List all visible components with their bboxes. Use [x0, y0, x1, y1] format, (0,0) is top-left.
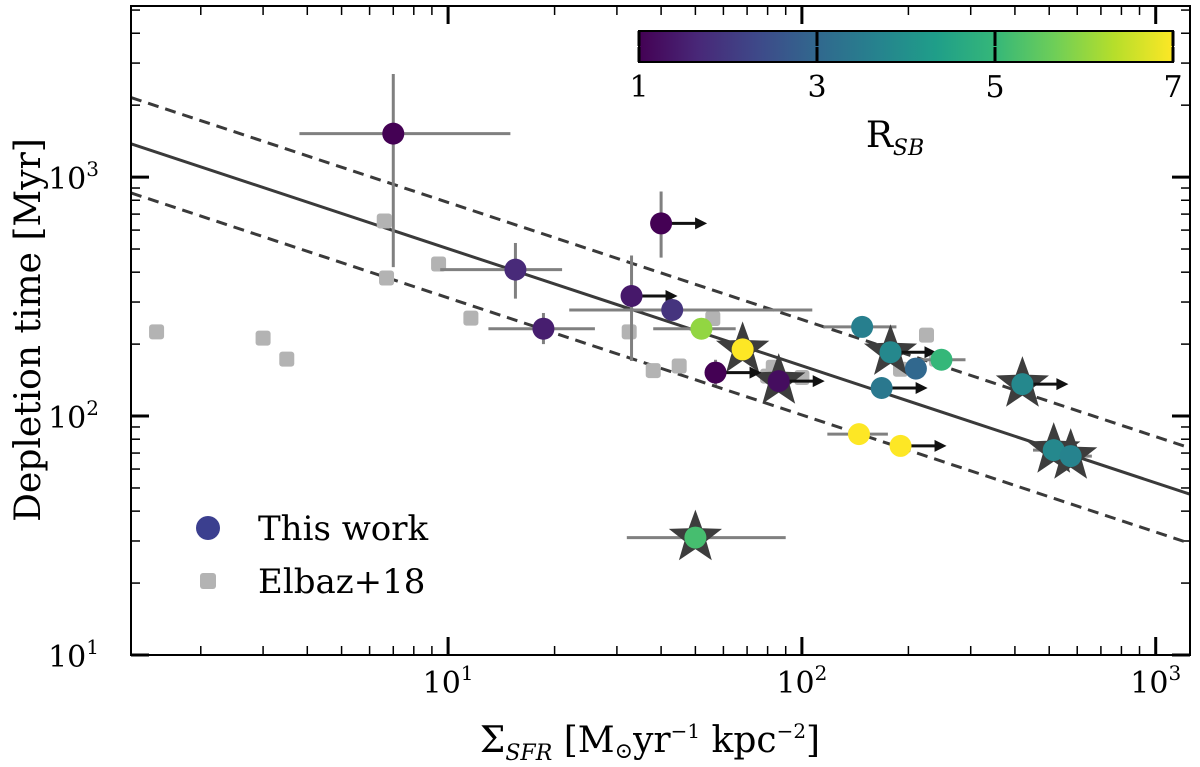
data-point — [1042, 439, 1065, 462]
legend: This work Elbaz+18 — [196, 509, 429, 602]
x-tick-base: 10 — [1130, 666, 1168, 701]
y-tick-label: 101 — [48, 635, 99, 675]
data-point — [690, 317, 713, 340]
colorbar-tick-label: 7 — [1163, 70, 1182, 105]
y-tick-base: 10 — [48, 401, 86, 436]
data-point — [904, 357, 927, 380]
limit-arrow-head — [1056, 378, 1069, 391]
elbaz-point — [379, 270, 395, 286]
fit-line — [131, 142, 1190, 496]
x-tick-base: 10 — [776, 666, 814, 701]
x-tick-label: 102 — [776, 661, 827, 701]
x-axis-ticks: 101 102 103 — [200, 6, 1181, 701]
x-axis-label: ΣSFR [M⊙yr−1 kpc−2] — [480, 719, 820, 766]
y-tick-label: 102 — [48, 396, 99, 436]
limit-arrow-head — [934, 439, 947, 452]
data-point — [532, 317, 555, 340]
data-point — [650, 212, 673, 235]
legend-label-elbaz: Elbaz+18 — [258, 562, 425, 602]
colorbar-tick-label: 1 — [629, 70, 648, 105]
data-point — [870, 377, 893, 400]
colorbar-tick-label: 3 — [807, 70, 826, 105]
y-tick-exp: 1 — [86, 635, 99, 659]
data-point — [767, 370, 790, 393]
legend-marker-this-work — [196, 516, 220, 540]
fit-band-upper — [131, 96, 1190, 450]
elbaz-point — [255, 330, 271, 346]
data-point — [684, 526, 707, 549]
fit-band-lower — [131, 191, 1190, 545]
elbaz-point — [671, 358, 687, 374]
x-tick-exp: 3 — [1168, 661, 1181, 685]
colorbar-tick-label: 5 — [985, 70, 1004, 105]
x-tick-exp: 2 — [815, 661, 828, 685]
x-tick-label: 103 — [1130, 661, 1181, 701]
limit-arrow-head — [749, 366, 762, 379]
this-work-points — [382, 122, 1082, 549]
elbaz-point — [431, 256, 447, 272]
elbaz-point — [645, 363, 661, 379]
data-point — [504, 258, 527, 281]
data-point — [879, 341, 902, 364]
elbaz-point — [376, 213, 392, 229]
colorbar: 1 3 5 7 RSB — [629, 30, 1183, 161]
x-tick-label: 101 — [423, 661, 474, 701]
limit-arrow-head — [812, 375, 825, 388]
data-point — [382, 122, 405, 145]
colorbar-bar — [638, 30, 1174, 63]
limit-arrow-head — [665, 289, 678, 302]
limit-arrow-head — [924, 346, 937, 359]
limit-arrow-head — [915, 382, 928, 395]
data-point — [731, 338, 754, 361]
data-point — [661, 298, 684, 321]
y-tick-exp: 2 — [86, 396, 99, 420]
x-tick-exp: 1 — [461, 661, 474, 685]
plot-frame — [130, 5, 1191, 656]
data-point — [704, 361, 727, 384]
data-point — [930, 348, 953, 371]
data-point — [620, 284, 643, 307]
elbaz-point — [919, 327, 935, 343]
plot-background — [131, 6, 1190, 655]
y-tick-label: 103 — [48, 157, 99, 197]
elbaz-point — [279, 351, 295, 367]
data-point — [1059, 445, 1082, 468]
elbaz-point — [149, 324, 165, 340]
colorbar-label: RSB — [866, 115, 924, 161]
x-tick-base: 10 — [423, 666, 461, 701]
elbaz-point — [621, 324, 637, 340]
y-tick-exp: 3 — [86, 157, 99, 181]
limit-arrow-head — [695, 217, 708, 230]
y-axis-label: Depletion time [Myr] — [8, 138, 49, 522]
y-tick-base: 10 — [48, 162, 86, 197]
fit-lines — [131, 96, 1190, 545]
data-point — [847, 423, 870, 446]
data-point — [851, 315, 874, 338]
legend-label-this-work: This work — [258, 509, 429, 549]
data-point — [1011, 373, 1034, 396]
y-tick-base: 10 — [48, 640, 86, 675]
data-point — [889, 434, 912, 457]
colorbar-ticks: 1 3 5 7 — [629, 31, 1183, 105]
elbaz-point — [463, 310, 479, 326]
legend-marker-elbaz — [200, 573, 216, 589]
